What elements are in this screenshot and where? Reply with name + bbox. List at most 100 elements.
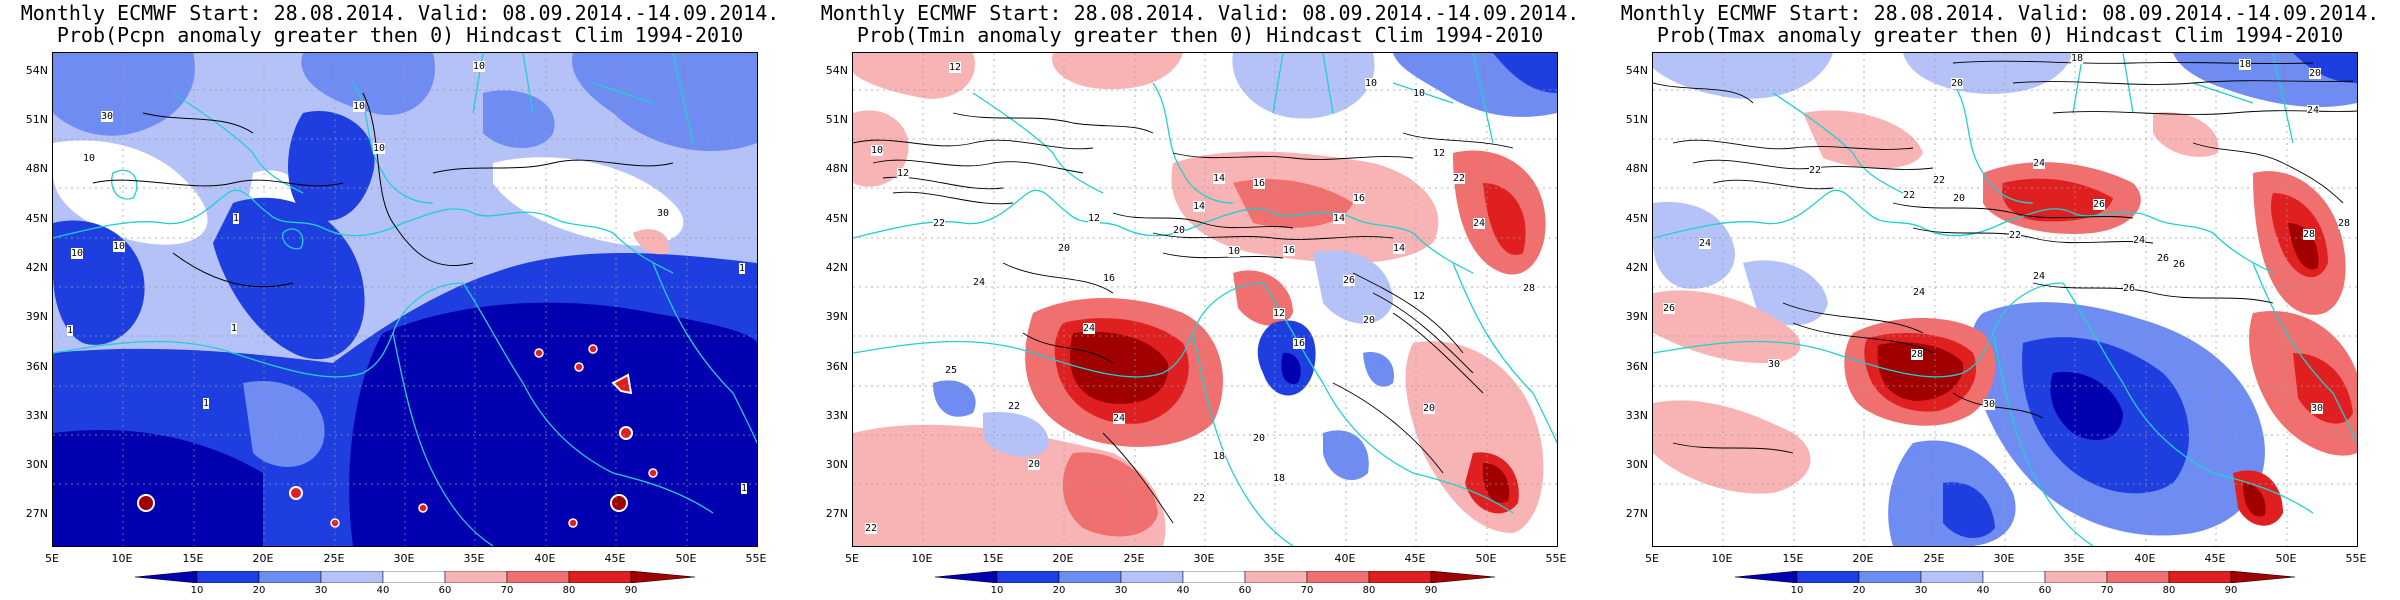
tmax-contour-label: 20 — [2309, 68, 2322, 79]
lon-tick: 55E — [2345, 552, 2367, 565]
pcpn-probability-field — [53, 53, 757, 546]
lat-tick: 39N — [1625, 310, 1648, 323]
tmin-contour-label: 14 — [1193, 201, 1206, 212]
tmin-map: 12 10 10 12 10 12 14 16 22 14 16 24 22 2… — [852, 52, 1558, 547]
lat-tick: 27N — [1625, 507, 1648, 520]
tmin-contour-label: 16 — [1103, 273, 1116, 284]
tmax-contour-label: 22 — [2009, 230, 2022, 241]
colorbar-label: 70 — [1300, 585, 1314, 596]
tmax-contour-label: 20 — [1951, 78, 1964, 89]
tmin-contour-label: 16 — [1293, 338, 1306, 349]
tmin-contour-label: 20 — [1028, 459, 1041, 470]
colorbar-label: 30 — [1914, 585, 1928, 596]
colorbar-label: 90 — [624, 585, 638, 596]
pcpn-contour-label: 10 — [373, 143, 386, 154]
pcpn-contour-label: 30 — [101, 111, 114, 122]
lon-tick: 55E — [745, 552, 767, 565]
lat-tick: 48N — [825, 162, 848, 175]
tmin-contour-label: 16 — [1253, 178, 1266, 189]
colorbar-label: 80 — [2162, 585, 2176, 596]
lon-tick: 45E — [604, 552, 626, 565]
lat-tick: 39N — [825, 310, 848, 323]
lon-tick: 20E — [1852, 552, 1874, 565]
tmax-contour-label: 22 — [1809, 165, 1822, 176]
tmax-contour-label: 30 — [2311, 403, 2324, 414]
pcpn-contour-label: 10 — [353, 101, 366, 112]
lon-tick: 30E — [1993, 552, 2015, 565]
lat-tick: 42N — [825, 261, 848, 274]
colorbar-label: 20 — [1852, 585, 1866, 596]
tmin-contour-label: 14 — [1213, 173, 1226, 184]
tmin-contour-label: 12 — [897, 168, 910, 179]
lon-tick: 55E — [1545, 552, 1567, 565]
tmin-contour-label: 16 — [1283, 245, 1296, 256]
colorbar-label: 10 — [190, 585, 204, 596]
lon-tick: 5E — [845, 552, 859, 565]
lon-tick: 15E — [1782, 552, 1804, 565]
pcpn-title-line2: Prob(Pcpn anomaly greater then 0) Hindca… — [56, 23, 744, 47]
tmin-contour-label: 20 — [1058, 243, 1071, 254]
colorbar-label: 70 — [2100, 585, 2114, 596]
tmin-contour-label: 12 — [1433, 148, 1446, 159]
tmin-contour-label: 12 — [1273, 308, 1286, 319]
pcpn-map: 10 10 30 10 10 10 10 1 1 1 1 30 1 1 — [52, 52, 758, 547]
tmax-map: 18 20 18 20 24 22 22 24 22 20 26 24 22 2… — [1652, 52, 2358, 547]
tmin-title-line2: Prob(Tmin anomaly greater then 0) Hindca… — [856, 23, 1544, 47]
tmin-contour-label: 26 — [1343, 275, 1356, 286]
tmin-contour-label: 18 — [1213, 451, 1226, 462]
pcpn-contour-label: 10 — [113, 241, 126, 252]
lat-tick: 36N — [1625, 360, 1648, 373]
lat-tick: 51N — [25, 113, 48, 126]
pcpn-contour-label: 10 — [473, 61, 486, 72]
tmin-contour-label: 22 — [933, 218, 946, 229]
tmax-title-line2: Prob(Tmax anomaly greater then 0) Hindca… — [1656, 23, 2344, 47]
tmin-contour-label: 20 — [1173, 225, 1186, 236]
colorbar-label: 20 — [1052, 585, 1066, 596]
lat-tick: 48N — [1625, 162, 1648, 175]
tmin-contour-label: 22 — [865, 523, 878, 534]
lon-tick: 5E — [45, 552, 59, 565]
colorbar — [1735, 571, 2295, 583]
tmin-contour-label: 24 — [973, 277, 986, 288]
lat-tick: 48N — [25, 162, 48, 175]
pcpn-contour-label: 1 — [67, 325, 74, 336]
tmax-contour-label: 18 — [2239, 59, 2252, 70]
pcpn-contour-label: 1 — [231, 323, 238, 334]
lat-tick: 51N — [1625, 113, 1648, 126]
lon-tick: 40E — [2134, 552, 2156, 565]
tmax-contour-label: 24 — [2133, 235, 2146, 246]
tmin-contour-label: 12 — [1413, 291, 1426, 302]
colorbar-label: 90 — [2224, 585, 2238, 596]
tmin-contour-label: 24 — [1113, 413, 1126, 424]
lon-tick: 35E — [1263, 552, 1285, 565]
tmax-contour-label: 26 — [2173, 259, 2186, 270]
tmin-contour-label: 10 — [1413, 88, 1426, 99]
tmax-contour-label: 18 — [2071, 53, 2084, 64]
lon-tick: 20E — [252, 552, 274, 565]
lat-tick: 30N — [825, 458, 848, 471]
tmin-contour-label: 20 — [1363, 315, 1376, 326]
tmax-contour-label: 28 — [2303, 229, 2316, 240]
lon-tick: 35E — [463, 552, 485, 565]
lat-tick: 30N — [1625, 458, 1648, 471]
lon-tick: 15E — [982, 552, 1004, 565]
tmax-panel: Monthly ECMWF Start: 28.08.2014. Valid: … — [1600, 0, 2400, 600]
colorbar-label: 80 — [562, 585, 576, 596]
colorbar-label: 10 — [1790, 585, 1804, 596]
pcpn-panel: Monthly ECMWF Start: 28.08.2014. Valid: … — [0, 0, 800, 600]
tmax-contour-label: 24 — [2033, 158, 2046, 169]
lon-tick: 10E — [1711, 552, 1733, 565]
lat-tick: 27N — [25, 507, 48, 520]
tmax-contour-label: 24 — [1913, 287, 1926, 298]
colorbar-label: 60 — [1238, 585, 1252, 596]
tmin-contour-label: 22 — [1453, 173, 1466, 184]
tmin-contour-label: 18 — [1273, 473, 1286, 484]
tmin-contour-label: 14 — [1333, 213, 1346, 224]
lon-tick: 25E — [1923, 552, 1945, 565]
tmax-probability-field — [1653, 53, 2357, 546]
pcpn-contour-label: 10 — [71, 248, 84, 259]
lon-tick: 30E — [1193, 552, 1215, 565]
colorbar-label: 40 — [1176, 585, 1190, 596]
lon-tick: 50E — [1475, 552, 1497, 565]
pcpn-title-line1: Monthly ECMWF Start: 28.08.2014. Valid: … — [20, 1, 780, 25]
